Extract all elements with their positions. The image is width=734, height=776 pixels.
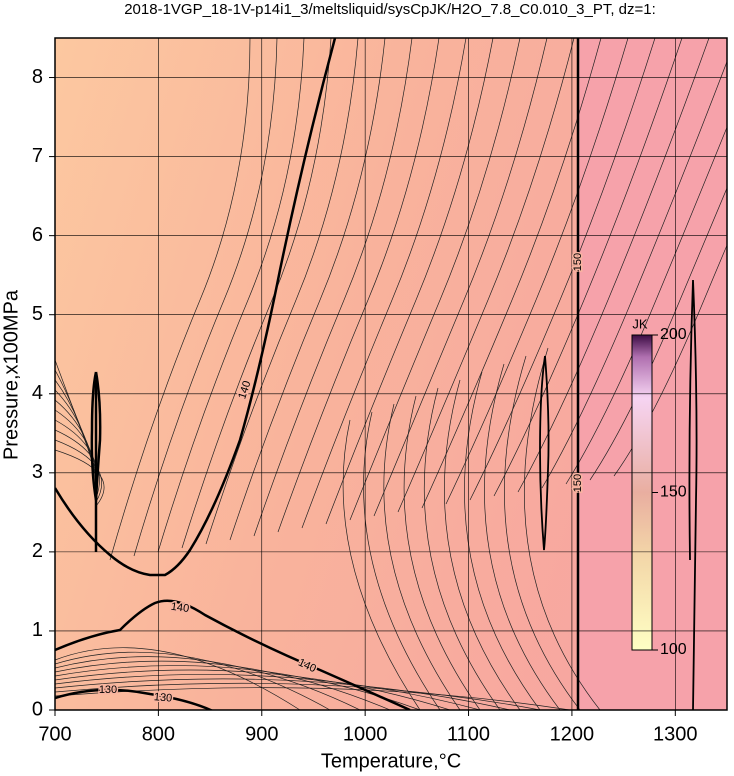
contour-line	[373, 38, 548, 517]
contour-line	[229, 38, 386, 541]
contour-label: 150	[572, 253, 584, 271]
blob-740	[90, 371, 102, 501]
contour-line	[55, 669, 451, 710]
contour-line	[55, 656, 361, 710]
x-tick-label: 1000	[343, 723, 388, 745]
contour-line	[181, 38, 332, 549]
contour-line	[464, 371, 541, 710]
y-tick-label: 8	[32, 66, 43, 88]
contour-line	[301, 38, 467, 529]
x-tick-label: 1100	[447, 723, 490, 745]
contour-140b	[55, 599, 411, 710]
contour-line	[55, 678, 511, 710]
contour-line	[565, 126, 727, 485]
y-tick-label: 4	[32, 382, 43, 404]
y-tick-label: 7	[32, 145, 43, 167]
chart-title: 2018-1VGP_18-1V-p14i1_3/meltsliquid/sysC…	[124, 1, 656, 18]
contour-label: 130	[99, 684, 117, 696]
contour-line	[517, 38, 710, 493]
contour-line	[55, 449, 105, 507]
contour-line	[444, 379, 521, 710]
contour-label: 130	[153, 691, 172, 705]
contour-line	[55, 389, 97, 483]
x-tick-label: 900	[245, 723, 278, 745]
contour-line	[589, 186, 727, 481]
colorbar-tick-label: 100	[660, 641, 687, 658]
contour-line	[493, 38, 683, 497]
contour-line	[55, 647, 301, 710]
contour-line	[325, 38, 494, 525]
contour-line	[55, 660, 391, 710]
contour-line	[397, 38, 575, 513]
contour-line	[55, 674, 481, 710]
y-tick-label: 0	[32, 698, 43, 720]
contour-line	[383, 403, 461, 710]
contour-130	[55, 688, 214, 710]
contour-line	[253, 38, 413, 537]
x-tick-label: 700	[38, 723, 71, 745]
contour-line	[349, 38, 521, 521]
contour-line	[469, 38, 656, 501]
x-axis-label: Temperature,°C	[321, 750, 461, 772]
x-tick-label: 1200	[550, 723, 595, 745]
contour-label: 140	[170, 601, 190, 615]
contour-line	[342, 419, 421, 710]
contour-line	[277, 38, 440, 533]
contour-line	[363, 411, 441, 710]
y-tick-label: 3	[32, 461, 43, 483]
contour-line	[403, 395, 481, 710]
contour-line	[133, 38, 278, 557]
x-tick-label: 1300	[653, 723, 698, 745]
contours	[55, 38, 727, 710]
contour-line	[55, 682, 541, 710]
contour-1315	[688, 279, 698, 710]
colorbar-label: JK	[632, 316, 648, 331]
contour-line	[421, 38, 602, 509]
contour-line	[504, 355, 581, 710]
contour-line	[541, 60, 727, 489]
colorbar-tick-label: 200	[660, 326, 687, 343]
x-tick-label: 800	[142, 723, 175, 745]
y-tick-label: 5	[32, 303, 43, 325]
contour-line	[484, 363, 561, 710]
contour-140	[55, 38, 337, 577]
y-tick-label: 2	[32, 540, 43, 562]
blob-1175	[539, 355, 550, 551]
contour-line	[55, 651, 331, 710]
major-contours	[55, 38, 698, 710]
contour-label: 150	[572, 474, 584, 492]
y-tick-label: 6	[32, 224, 43, 246]
y-axis-label: Pressure,x100MPa	[0, 289, 22, 460]
colorbar	[631, 334, 653, 651]
y-tick-label: 1	[32, 619, 43, 641]
colorbar-tick-label: 150	[660, 484, 687, 501]
contour-line	[55, 429, 100, 499]
contour-line	[109, 38, 251, 561]
contour-line	[445, 38, 629, 505]
contour-line	[423, 387, 501, 710]
contour-line	[205, 38, 359, 545]
contour-line	[157, 38, 305, 553]
